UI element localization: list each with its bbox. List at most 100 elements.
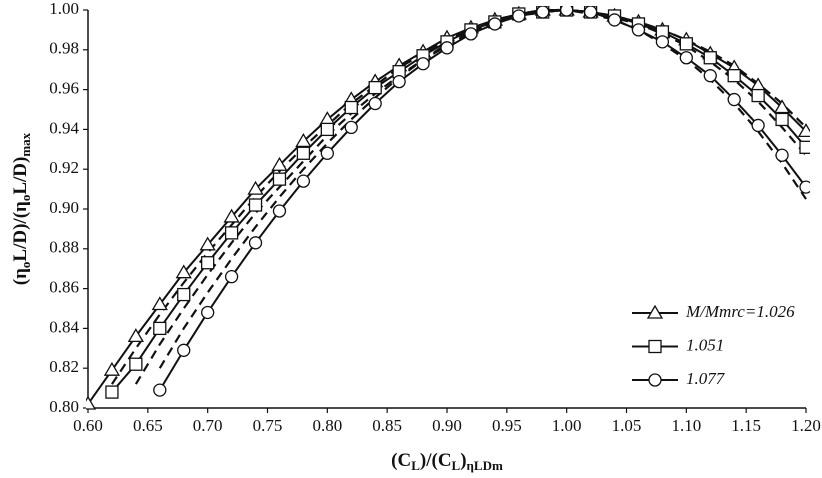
marker — [344, 100, 358, 115]
marker — [177, 343, 191, 357]
x-axis-label: (CL)/(CL)ηLDm — [391, 450, 503, 473]
y-tick-label: 0.86 — [49, 278, 79, 297]
y-tick-label: 0.84 — [49, 317, 79, 336]
legend-label: 1.077 — [686, 369, 726, 388]
plot-area — [86, 6, 810, 410]
marker — [296, 174, 311, 188]
marker — [679, 51, 693, 65]
marker — [583, 6, 598, 19]
marker — [224, 226, 239, 240]
marker — [223, 208, 240, 223]
y-tick-label: 0.88 — [49, 238, 79, 257]
marker — [703, 69, 717, 83]
marker — [151, 296, 168, 311]
axis-label-part: )/(C — [420, 450, 452, 471]
marker — [464, 27, 478, 41]
marker — [199, 236, 216, 251]
axis-label-part: (C — [391, 450, 411, 471]
y-tick-label: 0.92 — [49, 158, 79, 177]
marker — [536, 6, 550, 19]
marker — [177, 287, 191, 302]
x-tick-label: 0.65 — [133, 416, 163, 435]
y-tick-label: 0.96 — [49, 79, 79, 98]
marker — [296, 146, 311, 160]
marker — [648, 339, 662, 354]
axis-label-part: L/D)/(η — [10, 201, 31, 261]
marker — [775, 148, 789, 162]
marker — [392, 74, 406, 89]
marker — [751, 88, 765, 103]
marker — [797, 123, 810, 138]
marker — [799, 140, 810, 154]
x-tick-label: 1.05 — [612, 416, 642, 435]
y-tick-label: 0.94 — [49, 118, 79, 137]
marker — [153, 383, 167, 397]
marker — [86, 395, 97, 410]
y-tick-label: 1.00 — [49, 0, 79, 18]
marker — [440, 41, 454, 55]
marker — [248, 198, 263, 212]
axis-label-part: ) — [460, 450, 466, 471]
marker — [607, 13, 622, 27]
axis-label-part: o — [18, 195, 33, 202]
dashed-line — [158, 8, 807, 369]
marker — [103, 361, 121, 376]
marker — [727, 92, 741, 107]
axis-label-part: L — [411, 458, 420, 473]
x-tick-label: 0.60 — [73, 416, 103, 435]
series-line — [158, 8, 807, 391]
y-tick-label: 0.90 — [49, 198, 79, 217]
x-tick-label: 1.00 — [552, 416, 582, 435]
x-tick-label: 1.20 — [791, 416, 821, 435]
marker — [201, 256, 215, 270]
marker — [751, 118, 765, 133]
x-tick-label: 0.75 — [253, 416, 283, 435]
axis-label-part: L/D) — [10, 157, 31, 195]
marker — [416, 57, 430, 71]
marker — [175, 264, 192, 279]
marker — [703, 51, 717, 65]
dashed-line — [111, 8, 807, 385]
axis-label-part: o — [18, 262, 33, 269]
marker — [679, 37, 693, 51]
marker — [129, 357, 143, 371]
y-tick-label: 0.82 — [49, 357, 79, 376]
marker — [648, 373, 662, 387]
x-tick-label: 0.95 — [492, 416, 522, 435]
y-axis-label: (ηoL/D)/(ηoL/D)max — [10, 132, 33, 285]
marker — [727, 69, 741, 83]
marker — [655, 35, 670, 49]
axis-label-part: ηLDm — [467, 458, 503, 473]
marker — [271, 156, 288, 171]
marker — [272, 172, 287, 186]
marker — [488, 17, 502, 31]
marker — [105, 385, 119, 399]
dashed-line — [134, 8, 807, 385]
axis-label-part: (η — [10, 268, 31, 285]
marker — [344, 120, 358, 135]
marker — [799, 180, 810, 194]
marker — [773, 99, 791, 114]
x-tick-label: 0.90 — [432, 416, 462, 435]
y-tick-label: 0.80 — [49, 397, 79, 416]
x-tick-label: 1.15 — [731, 416, 761, 435]
legend-label: 1.051 — [686, 335, 724, 354]
marker — [320, 146, 334, 160]
x-tick-label: 0.85 — [372, 416, 402, 435]
marker — [127, 328, 144, 343]
marker — [272, 204, 287, 218]
marker — [201, 305, 215, 320]
marker — [248, 236, 263, 250]
marker — [295, 133, 312, 147]
marker — [153, 321, 167, 336]
marker — [560, 6, 574, 17]
marker — [320, 122, 334, 137]
marker — [631, 23, 646, 37]
x-tick-label: 0.80 — [312, 416, 342, 435]
marker — [368, 96, 382, 111]
marker — [224, 270, 239, 284]
x-tick-label: 1.10 — [671, 416, 701, 435]
y-tick-label: 0.98 — [49, 39, 79, 58]
x-tick-label: 0.70 — [193, 416, 223, 435]
